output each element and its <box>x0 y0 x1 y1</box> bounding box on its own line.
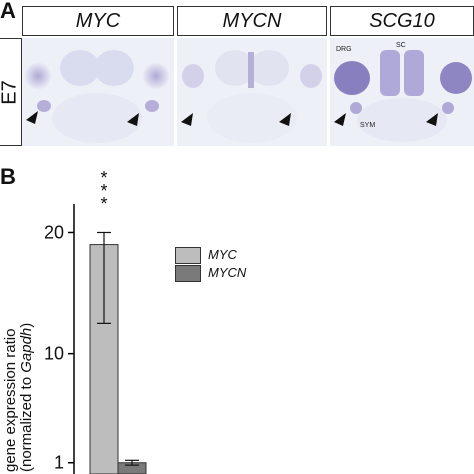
column-header-myc: MYC <box>22 6 174 36</box>
legend-swatch-mycn <box>175 265 201 282</box>
y-tick-label: 10 <box>44 344 64 364</box>
annotation-sym: SYM <box>360 122 376 129</box>
panel-a-letter: A <box>0 0 16 23</box>
annotation-drg: DRG <box>336 46 352 53</box>
arrowhead-icon <box>426 113 438 126</box>
y-tick-label: 1 <box>54 453 64 473</box>
column-header-mycn: MYCN <box>177 6 327 36</box>
arrowhead-icon <box>334 113 346 126</box>
significance-star: * <box>100 168 107 188</box>
row-label-text: E7 <box>0 79 21 105</box>
histology-section-mycn <box>177 38 327 146</box>
bar-myc <box>89 244 119 474</box>
histology-section-scg10: DRG SC SYM <box>330 38 474 146</box>
column-header-scg10: SCG10 <box>330 6 474 36</box>
arrowhead-icon <box>127 113 139 126</box>
histology-image-mycn <box>181 50 322 143</box>
histology-image-myc <box>24 50 170 143</box>
legend-swatch-myc <box>175 247 201 264</box>
significance-star: * <box>100 194 107 214</box>
histology-image-scg10 <box>334 50 472 142</box>
significance-star: * <box>100 181 107 201</box>
arrowhead-icon <box>181 113 193 126</box>
arrowhead-icon <box>279 113 291 126</box>
arrowhead-icon <box>26 111 38 124</box>
y-axis-label-line2: (normalized to Gapdh) <box>18 322 35 472</box>
histology-section-myc <box>22 38 174 146</box>
legend-label-mycn: MYCN <box>208 265 247 280</box>
legend-label-myc: MYC <box>208 247 237 262</box>
annotation-sc: SC <box>396 42 406 49</box>
row-label-e7: E7 <box>0 38 22 146</box>
panel-b-letter: B <box>0 164 16 189</box>
y-tick-label: 20 <box>44 222 64 242</box>
